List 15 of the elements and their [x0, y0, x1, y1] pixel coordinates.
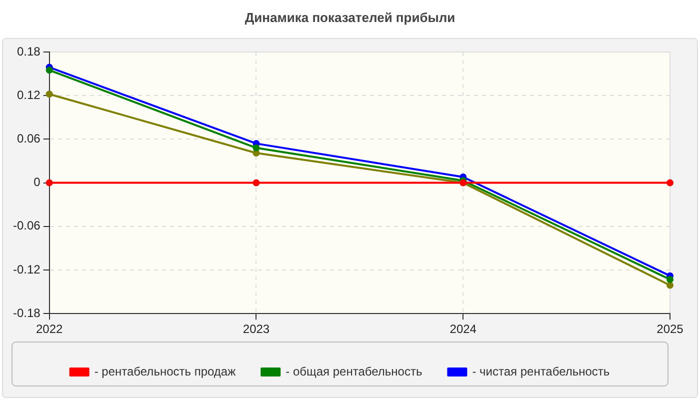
x-tick-label: 2023: [242, 322, 270, 336]
y-tick-label: 0.18: [16, 44, 41, 58]
y-tick-label: 0.12: [16, 88, 41, 102]
x-tick-label: 2024: [450, 322, 477, 336]
y-tick-label: 0.06: [16, 132, 41, 146]
y-tick-label: -0.18: [12, 306, 41, 320]
x-tick-label: 2025: [656, 322, 684, 336]
legend-label: - чистая рентабельность: [472, 364, 610, 378]
chart-title: Динамика показателей прибыли: [244, 10, 456, 25]
legend-label: - общая рентабельность: [286, 364, 422, 378]
x-tick-label: 2022: [36, 322, 64, 336]
y-tick-label: -0.12: [12, 262, 41, 276]
y-tick-label: -0.06: [12, 218, 41, 233]
y-tick-label: 0: [34, 175, 41, 190]
legend-label: - рентабельность продаж: [94, 364, 236, 378]
